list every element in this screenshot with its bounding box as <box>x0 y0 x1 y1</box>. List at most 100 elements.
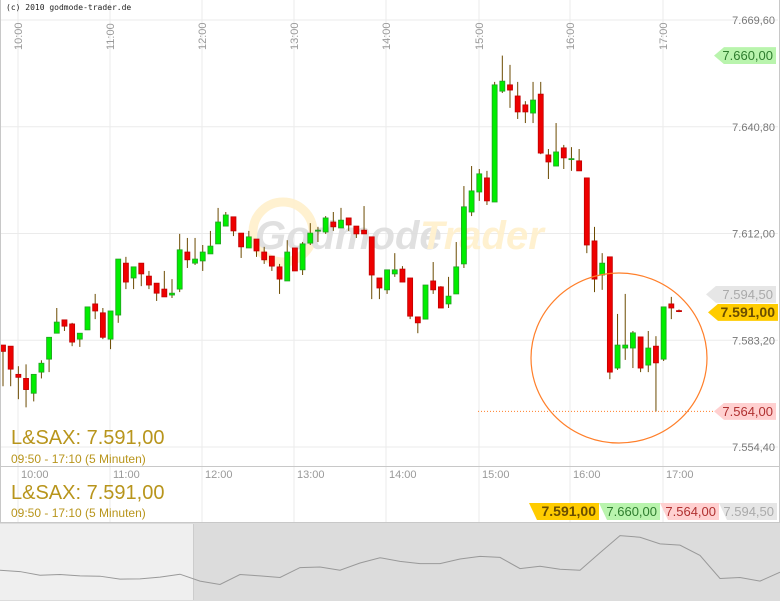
candle-up <box>445 276 452 309</box>
annotation-circle <box>530 272 708 444</box>
candle-body <box>38 362 45 373</box>
candle-body <box>76 332 83 340</box>
candle-up <box>499 55 506 94</box>
candle-body <box>15 373 22 378</box>
overview-navigator[interactable] <box>0 522 780 601</box>
time-label: 17:00 <box>658 22 670 50</box>
lower-pane-time-label: 15:00 <box>482 469 510 481</box>
candle-body <box>484 177 490 202</box>
candle-down <box>345 217 352 231</box>
candle-up <box>553 123 559 167</box>
candles <box>0 55 682 412</box>
candle-down <box>414 316 421 334</box>
candle-up <box>322 216 329 234</box>
candle-body <box>61 319 68 327</box>
candle-body <box>537 93 544 154</box>
candle-down <box>23 364 29 408</box>
candle-body <box>53 321 60 334</box>
candle-up <box>46 336 52 373</box>
candle-body <box>130 266 137 279</box>
candle-body <box>560 147 567 159</box>
lower-pane-time-label: 14:00 <box>389 469 417 481</box>
watermark-logo: Godmode Trader <box>248 197 546 267</box>
candle-body <box>299 243 306 271</box>
candle-up <box>530 81 536 124</box>
high-price-tag: 7.660,00 <box>714 47 776 65</box>
candle-body <box>514 95 521 113</box>
candle-down <box>15 366 22 400</box>
candle-body <box>99 312 106 338</box>
candle-body <box>622 344 629 349</box>
candle-body <box>630 332 636 349</box>
candle-up <box>614 313 621 370</box>
candle-up <box>30 373 37 402</box>
candle-body <box>123 262 129 283</box>
candle-down <box>161 270 168 298</box>
candle-body <box>660 306 667 360</box>
candle-up <box>222 212 229 227</box>
candle-up <box>568 147 575 171</box>
lower-pane-time-label: 16:00 <box>573 469 601 481</box>
candle-up <box>299 242 306 276</box>
low-price-tag: 7.564,00 <box>714 402 776 420</box>
candle-body <box>653 345 659 364</box>
price-chart[interactable]: Godmode Trader 10:00 10:00 11:00 11:00 12:00… <box>0 0 780 522</box>
candle-body <box>92 303 99 312</box>
candle-up <box>192 237 198 266</box>
candle-up <box>53 308 60 334</box>
candle-down <box>292 247 298 272</box>
candle-down <box>230 216 237 237</box>
candle-body <box>568 158 575 161</box>
candle-down <box>361 206 367 235</box>
candle-down <box>484 170 490 205</box>
time-label: 11:00 <box>105 23 117 50</box>
candle-body <box>7 345 14 370</box>
candle-body <box>476 173 483 193</box>
time-label: 15:00 <box>474 22 486 50</box>
candle-body <box>676 310 682 312</box>
candle-down <box>146 270 152 290</box>
candle-down <box>583 177 590 254</box>
chart-subtitle: 09:50 - 17:10 (5 Minuten) <box>11 452 146 466</box>
candle-body <box>407 277 414 317</box>
candle-body <box>599 262 606 276</box>
candle-down <box>184 237 191 268</box>
price-tick-label: 7.583,20 <box>732 335 775 347</box>
navigator-selected-window[interactable] <box>0 524 194 600</box>
candle-body <box>468 190 475 213</box>
lower-pane-subtitle: 09:50 - 17:10 (5 Minuten) <box>11 506 146 520</box>
candle-down <box>430 262 437 294</box>
candle-body <box>146 275 152 286</box>
candle-body <box>591 240 598 280</box>
price-tick-label: 7.669,60 <box>732 15 775 27</box>
lower-pane-time-label: 13:00 <box>297 469 325 481</box>
candle-body <box>414 316 421 324</box>
candle-body <box>499 80 506 92</box>
candle-down <box>653 336 659 412</box>
candle-body <box>445 295 452 305</box>
price-tick-label: 7.640,80 <box>732 122 775 134</box>
candle-down <box>522 101 529 124</box>
candle-down <box>437 286 444 309</box>
candle-up <box>384 269 390 294</box>
grid <box>0 0 778 522</box>
candle-body <box>238 232 245 248</box>
candle-down <box>537 81 544 155</box>
copyright-text: (c) 2010 godmode-trader.de <box>6 3 132 12</box>
candle-down <box>353 225 360 238</box>
candle-body <box>453 266 460 295</box>
candle-down <box>591 226 598 293</box>
candle-body <box>384 269 390 291</box>
strip-last-price-tag: 7.591,00 <box>529 503 599 520</box>
candle-body <box>645 347 652 366</box>
candle-up <box>476 169 483 201</box>
candle-body <box>391 269 398 275</box>
candle-body <box>345 217 352 226</box>
candle-body <box>338 219 344 229</box>
candle-body <box>553 151 559 167</box>
candle-body <box>215 221 221 245</box>
candle-down <box>99 308 106 340</box>
candle-up <box>491 81 498 203</box>
candle-down <box>399 266 406 283</box>
lower-pane-time-label: 17:00 <box>666 469 694 481</box>
